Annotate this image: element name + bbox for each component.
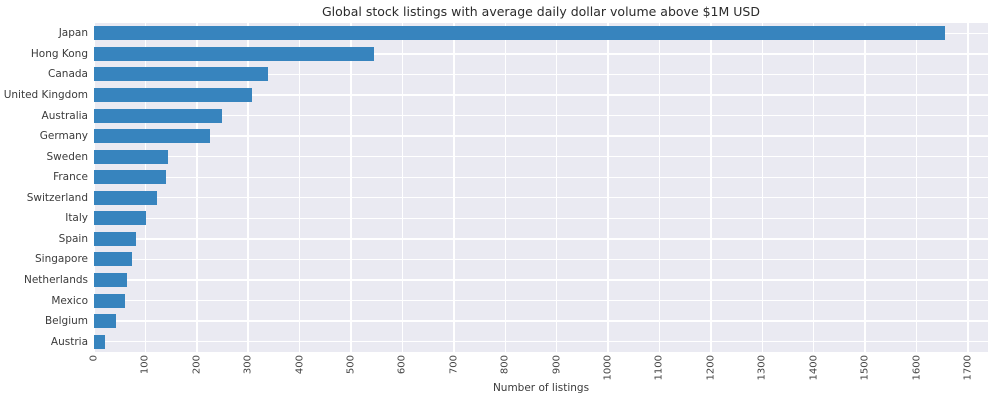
- y-tick-label: Sweden: [46, 150, 89, 163]
- horizontal-gridline: [94, 197, 988, 199]
- y-tick-label: Austria: [50, 335, 88, 348]
- x-tick-label: 400: [294, 355, 306, 375]
- bar: [94, 67, 268, 82]
- x-axis-title: Number of listings: [492, 382, 590, 394]
- vertical-gridline: [401, 23, 404, 352]
- bar: [94, 87, 252, 102]
- bar: [94, 334, 105, 349]
- vertical-gridline: [658, 23, 661, 352]
- bar: [94, 26, 945, 41]
- y-tick-label: Mexico: [51, 294, 88, 307]
- y-tick-label: Netherlands: [23, 274, 88, 287]
- x-tick-label: 1700: [962, 355, 974, 381]
- vertical-gridline: [555, 23, 558, 352]
- horizontal-gridline: [94, 53, 988, 55]
- bar: [94, 108, 222, 123]
- x-tick-label: 500: [345, 355, 357, 375]
- bar: [94, 46, 375, 61]
- bar: [94, 314, 117, 329]
- horizontal-gridline: [94, 73, 988, 76]
- bar: [94, 231, 137, 246]
- y-tick-label: Australia: [41, 109, 88, 122]
- y-tick-labels: Japan Hong Kong Canada United Kingdom Austra…: [0, 23, 88, 352]
- horizontal-gridline: [94, 320, 988, 322]
- x-tick-label: 1600: [911, 355, 923, 381]
- bar: [94, 170, 166, 185]
- vertical-gridline: [453, 23, 455, 352]
- y-tick-label: France: [53, 171, 88, 184]
- bar: [94, 211, 146, 226]
- horizontal-gridline: [94, 299, 988, 302]
- x-tick-label: 800: [499, 355, 511, 375]
- bar: [94, 129, 211, 144]
- vertical-gridline: [915, 23, 918, 352]
- y-tick-label: Singapore: [35, 253, 88, 266]
- y-tick-label: Canada: [48, 68, 88, 81]
- horizontal-gridline: [94, 341, 988, 343]
- x-tick-label: 1000: [602, 355, 614, 381]
- x-tick-label: 300: [242, 355, 254, 375]
- horizontal-gridline: [94, 155, 988, 158]
- chart-title: Global stock listings with average daily…: [322, 4, 760, 19]
- horizontal-gridline: [94, 238, 988, 240]
- bar: [94, 149, 169, 164]
- y-tick-label: Germany: [39, 130, 88, 143]
- bar: [94, 190, 157, 205]
- x-tick-label: 200: [191, 355, 203, 375]
- x-tick-label: 1500: [859, 355, 871, 381]
- x-tick-label: 1400: [808, 355, 820, 381]
- vertical-gridline: [94, 23, 95, 352]
- x-tick-label: 900: [551, 355, 563, 375]
- x-tick-label: 1300: [756, 355, 768, 381]
- vertical-gridline: [864, 23, 866, 352]
- vertical-gridline: [504, 23, 507, 352]
- vertical-gridline: [247, 23, 249, 352]
- x-tick-label: 1100: [653, 355, 665, 381]
- x-tick-label: 100: [139, 355, 151, 375]
- y-tick-label: Spain: [58, 232, 88, 245]
- bar: [94, 252, 133, 267]
- x-tick-label: 600: [396, 355, 408, 375]
- y-tick-label: United Kingdom: [3, 88, 88, 101]
- horizontal-gridline: [94, 258, 988, 261]
- horizontal-gridline: [94, 176, 988, 178]
- y-tick-label: Italy: [65, 212, 88, 225]
- vertical-gridline: [812, 23, 815, 352]
- vertical-gridline: [607, 23, 609, 352]
- vertical-gridline: [761, 23, 764, 352]
- x-tick-label: 700: [448, 355, 460, 375]
- horizontal-gridline: [94, 135, 988, 137]
- horizontal-gridline: [94, 94, 988, 96]
- horizontal-gridline: [94, 217, 988, 220]
- vertical-gridline: [144, 23, 147, 352]
- horizontal-gridline: [94, 279, 988, 281]
- y-tick-label: Japan: [58, 27, 88, 40]
- vertical-gridline: [967, 23, 969, 352]
- y-tick-label: Switzerland: [26, 191, 88, 204]
- x-tick-label: 1200: [705, 355, 717, 381]
- plot-area: [94, 23, 988, 352]
- vertical-gridline: [710, 23, 712, 352]
- horizontal-gridline: [94, 114, 988, 117]
- bar: [94, 293, 125, 308]
- vertical-gridline: [350, 23, 352, 352]
- vertical-gridline: [196, 23, 198, 352]
- x-tick-label: 0: [88, 355, 100, 362]
- y-tick-label: Hong Kong: [30, 47, 88, 60]
- y-tick-label: Belgium: [44, 315, 88, 328]
- vertical-gridline: [298, 23, 301, 352]
- bar: [94, 273, 127, 288]
